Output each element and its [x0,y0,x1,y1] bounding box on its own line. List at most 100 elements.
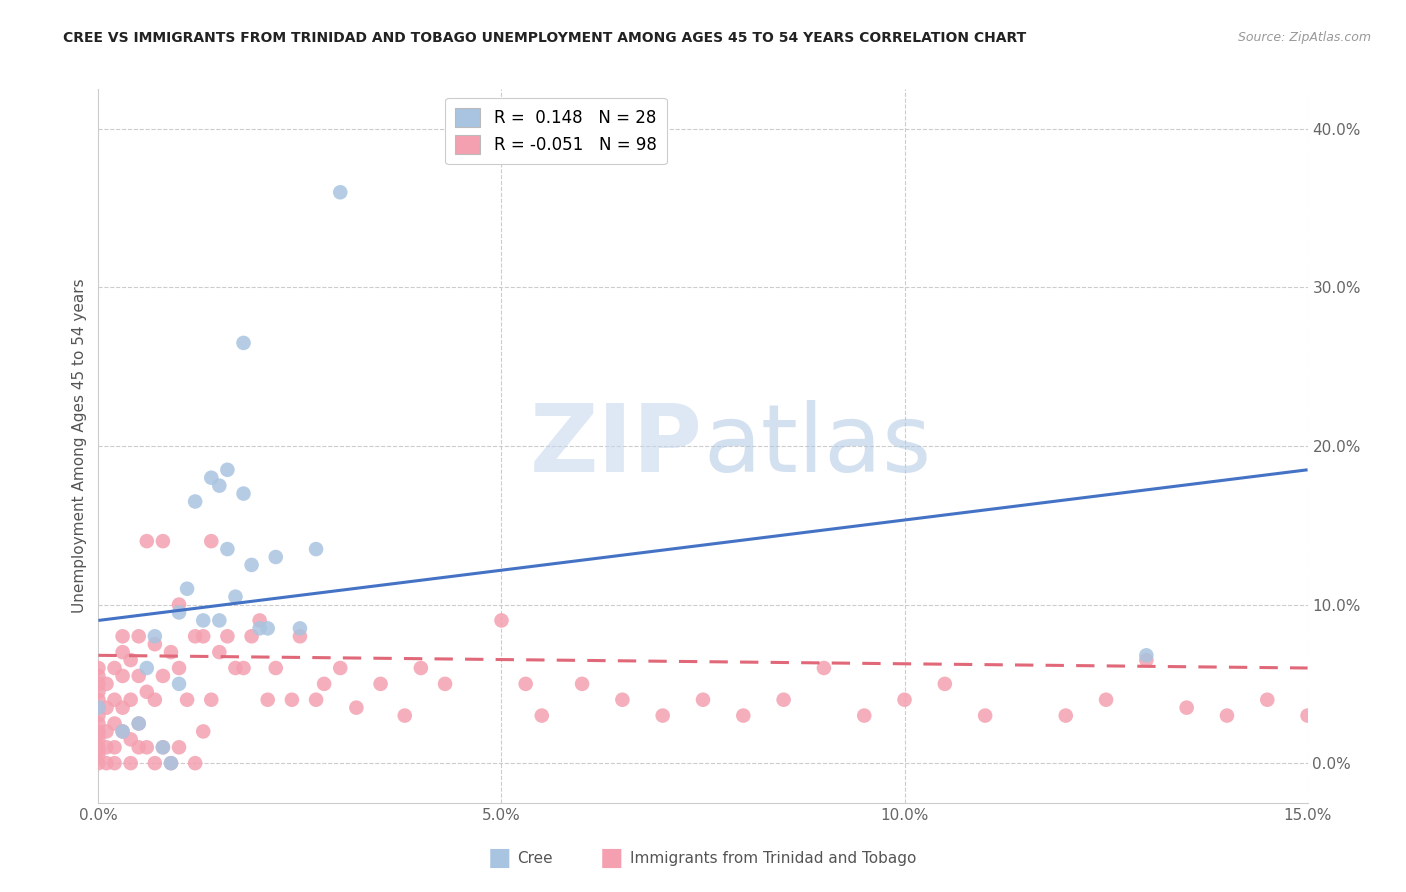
Point [152,740,174,755]
Point [87,724,110,739]
Point [491,614,513,628]
Point [111,669,134,683]
Point [193,614,215,628]
Point [87,700,110,714]
Text: Source: ZipAtlas.com: Source: ZipAtlas.com [1237,31,1371,45]
Point [651,708,673,723]
Point [96,677,118,691]
Point [103,692,125,706]
Point [344,700,367,714]
Point [208,614,231,628]
Point [87,740,110,755]
Point [135,740,157,755]
Point [103,756,125,771]
Point [120,732,142,747]
Point [87,748,110,763]
Point [256,621,278,635]
Point [893,692,915,706]
Point [87,716,110,731]
Point [152,740,174,755]
Point [232,486,254,500]
Point [329,186,352,200]
Point [128,740,150,755]
Point [167,661,190,675]
Point [1296,708,1319,723]
Point [167,598,190,612]
Point [96,724,118,739]
Point [103,661,125,675]
Point [135,661,157,675]
Point [193,629,215,643]
Point [184,629,207,643]
Point [184,494,207,508]
Point [96,756,118,771]
Point [135,685,157,699]
Point [329,661,352,675]
Point [571,677,593,691]
Point [1095,692,1118,706]
Point [264,661,287,675]
Point [143,756,166,771]
Point [208,645,231,659]
Point [1054,708,1077,723]
Point [193,724,215,739]
Point [167,740,190,755]
Point [934,677,956,691]
Point [305,542,328,557]
Point [974,708,997,723]
Point [1135,653,1157,667]
Point [288,629,311,643]
Point [176,692,198,706]
Point [240,629,263,643]
Point [232,661,254,675]
Point [1175,700,1198,714]
Point [87,669,110,683]
Point [128,669,150,683]
Point [692,692,714,706]
Point [772,692,794,706]
Point [217,542,239,557]
Point [232,335,254,350]
Point [160,645,183,659]
Point [167,677,190,691]
Point [813,661,835,675]
Point [200,471,222,485]
Point [1216,708,1239,723]
Point [143,629,166,643]
Point [111,645,134,659]
Point [200,692,222,706]
Point [96,740,118,755]
Point [111,724,134,739]
Point [87,708,110,723]
Point [1135,648,1157,663]
Point [87,728,110,742]
Point [143,637,166,651]
Point [733,708,755,723]
Point [184,756,207,771]
Text: Immigrants from Trinidad and Tobago: Immigrants from Trinidad and Tobago [630,851,917,865]
Point [96,700,118,714]
Point [305,692,328,706]
Point [87,661,110,675]
Point [152,534,174,549]
Point [111,700,134,714]
Point [87,692,110,706]
Point [281,692,304,706]
Point [111,724,134,739]
Point [224,590,246,604]
Point [176,582,198,596]
Point [128,629,150,643]
Point [853,708,876,723]
Point [87,677,110,691]
Point [217,463,239,477]
Point [249,614,271,628]
Point [530,708,553,723]
Text: ZIP: ZIP [530,400,703,492]
Point [370,677,392,691]
Point [120,653,142,667]
Point [87,700,110,714]
Point [224,661,246,675]
Text: Cree: Cree [517,851,553,865]
Point [515,677,537,691]
Point [111,629,134,643]
